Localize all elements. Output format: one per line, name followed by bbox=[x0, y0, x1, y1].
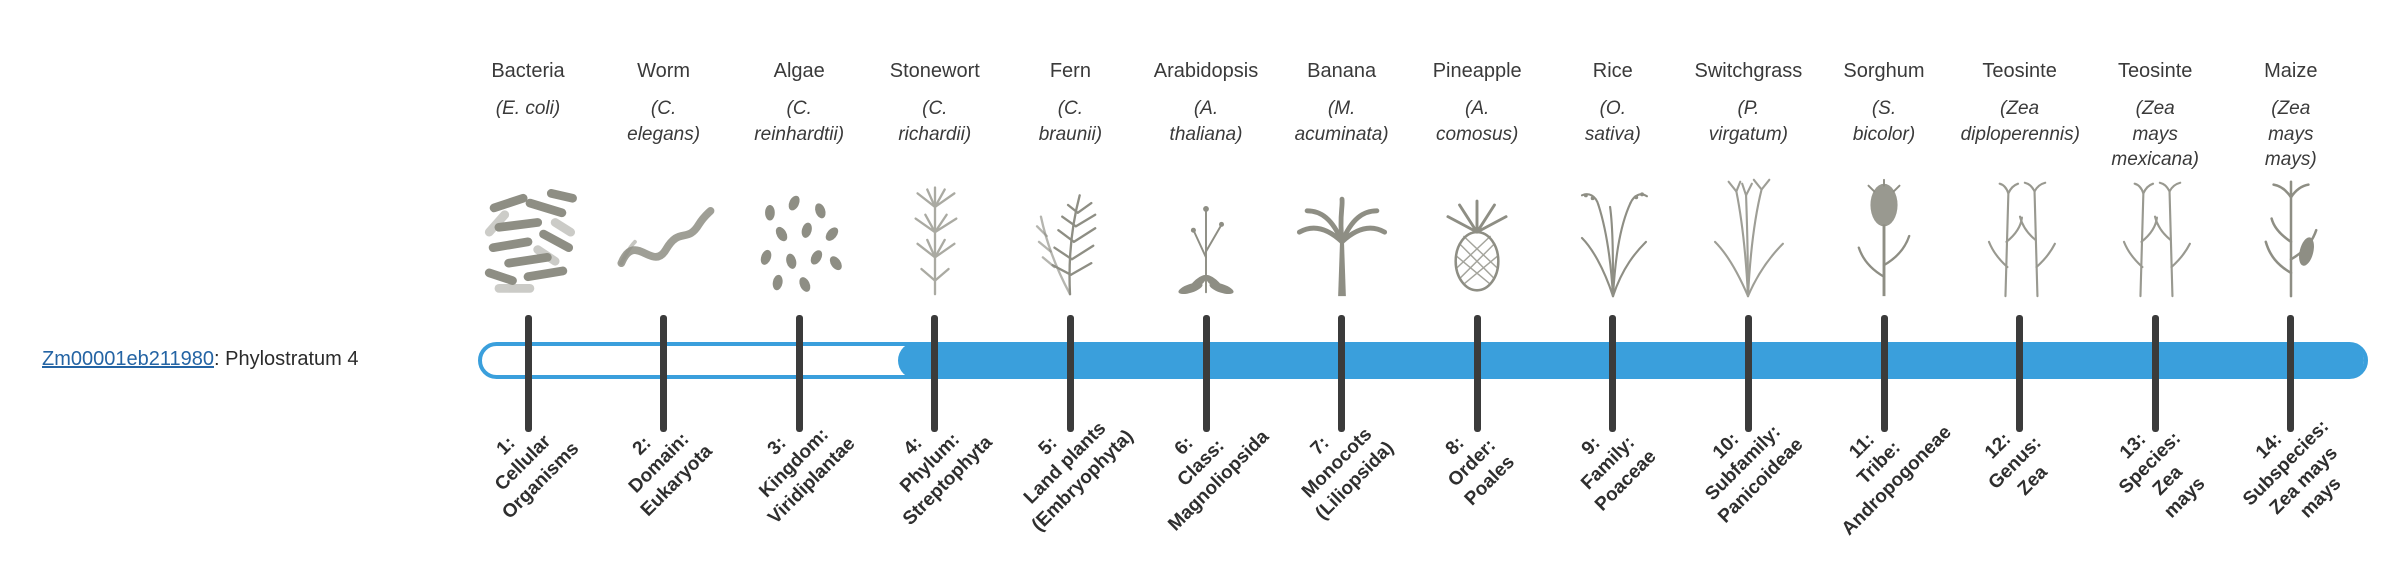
organism-common-name: Worm bbox=[637, 60, 691, 82]
organism-scientific-name: (A. comosus) bbox=[1436, 98, 1519, 145]
phylostratum-tick bbox=[1473, 315, 1481, 432]
organism-common-name: Maize bbox=[2264, 60, 2318, 82]
phylostratum-tick bbox=[2151, 315, 2159, 432]
bacteria-illustration bbox=[463, 172, 593, 300]
banana-illustration bbox=[1277, 172, 1407, 300]
organism-scientific-name: (S. bicolor) bbox=[1852, 98, 1916, 145]
organism-scientific-name: (E. coli) bbox=[495, 98, 561, 119]
gene-id-link[interactable]: Zm00001eb211980 bbox=[42, 348, 214, 370]
teosinte-illustration bbox=[2090, 172, 2220, 300]
gene-caption: Zm00001eb211980: Phylostratum 4 bbox=[42, 348, 359, 371]
organism-common-name: Pineapple bbox=[1432, 60, 1522, 82]
phylostratum-tick bbox=[1066, 315, 1074, 432]
phylostrata-bar-fill bbox=[897, 342, 2364, 379]
phylostratum-tick bbox=[1202, 315, 1210, 432]
phylostratum-tick bbox=[1338, 315, 1346, 432]
organism-common-name: Fern bbox=[1049, 60, 1091, 82]
phylostratum-tick bbox=[2016, 315, 2024, 432]
arabidopsis-illustration bbox=[1141, 172, 1271, 300]
organism-scientific-name: (C. braunii) bbox=[1038, 98, 1103, 145]
pineapple-illustration bbox=[1412, 172, 1542, 300]
rice-illustration bbox=[1548, 172, 1678, 300]
organism-scientific-name: (O. sativa) bbox=[1584, 98, 1641, 145]
teosinte-illustration bbox=[1955, 172, 2085, 300]
organism-scientific-name: (Zea mays mays) bbox=[2264, 98, 2317, 171]
organism-common-name: Algae bbox=[773, 60, 825, 82]
organism-scientific-name: (C. elegans) bbox=[627, 98, 701, 145]
phylostratum-tick bbox=[2287, 315, 2295, 432]
organism-common-name: Banana bbox=[1307, 60, 1377, 82]
organism-scientific-name: (P. virgatum) bbox=[1708, 98, 1788, 145]
fern-illustration bbox=[1005, 172, 1135, 300]
organism-common-name: Teosinte bbox=[1982, 60, 2057, 82]
maize-illustration bbox=[2226, 172, 2356, 300]
organism-scientific-name: (M. acuminata) bbox=[1294, 98, 1389, 145]
phylostratum-tick bbox=[660, 315, 668, 432]
organism-common-name: Switchgrass bbox=[1694, 60, 1803, 82]
algae-illustration bbox=[734, 172, 864, 300]
organism-scientific-name: (A. thaliana) bbox=[1169, 98, 1243, 145]
organism-common-name: Stonewort bbox=[889, 60, 980, 82]
organism-common-name: Bacteria bbox=[491, 60, 565, 82]
phylostratum-tick bbox=[1744, 315, 1752, 432]
organism-scientific-name: (Zea diploperennis) bbox=[1960, 98, 2080, 145]
organism-scientific-name: (C. richardii) bbox=[898, 98, 972, 145]
organism-common-name: Rice bbox=[1592, 60, 1633, 82]
organism-common-name: Sorghum bbox=[1843, 60, 1925, 82]
stonewort-illustration bbox=[870, 172, 1000, 300]
phylostratum-tick bbox=[1609, 315, 1617, 432]
organism-common-name: Arabidopsis bbox=[1153, 60, 1259, 82]
switchgrass-illustration bbox=[1683, 172, 1813, 300]
worm-illustration bbox=[599, 172, 729, 300]
gene-phylostratum-label: : Phylostratum 4 bbox=[214, 348, 359, 370]
organism-scientific-name: (Zea mays mexicana) bbox=[2111, 98, 2200, 171]
phylostratum-tick bbox=[931, 315, 939, 432]
phylostratum-tick bbox=[524, 315, 532, 432]
phylostratum-tick bbox=[795, 315, 803, 432]
organism-common-name: Teosinte bbox=[2117, 60, 2193, 82]
organism-scientific-name: (C. reinhardtii) bbox=[754, 98, 845, 145]
sorghum-illustration bbox=[1819, 172, 1949, 300]
phylostratum-tick bbox=[1880, 315, 1888, 432]
